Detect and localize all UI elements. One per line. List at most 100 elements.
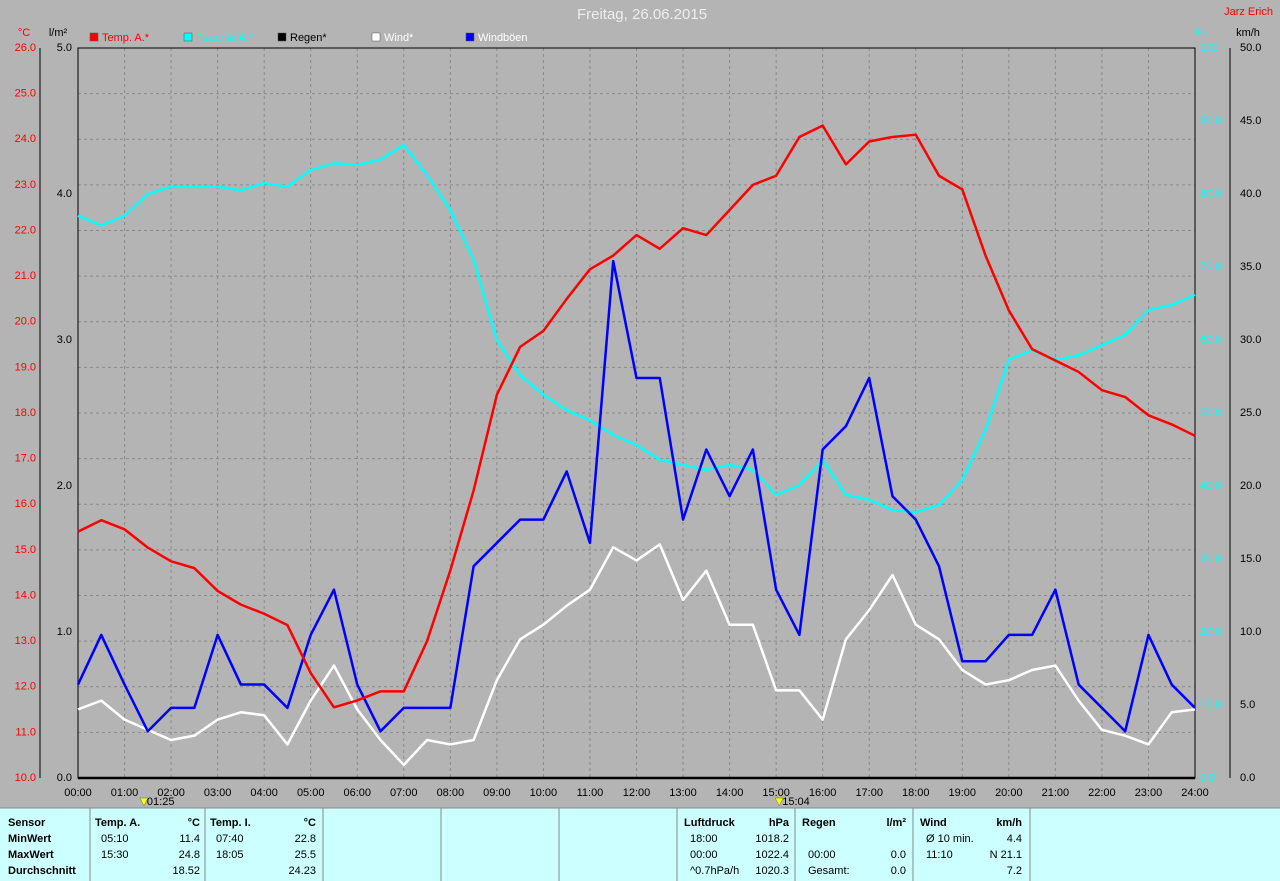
y-tick-label: 50.0 [1240, 42, 1261, 54]
x-tick-label: 15:00 [762, 787, 790, 799]
y-tick-label: 17.0 [15, 453, 36, 465]
y-tick-label: 18.0 [15, 407, 36, 419]
y-tick-label: 4.0 [57, 188, 72, 200]
table-unit: km/h [996, 817, 1022, 829]
x-tick-label: 23:00 [1135, 787, 1163, 799]
table-unit: °C [188, 817, 200, 829]
legend-label: Regen* [290, 32, 327, 44]
cell-time: Ø 10 min. [926, 833, 974, 845]
x-tick-label: 14:00 [716, 787, 744, 799]
table-header: Temp. A. [95, 817, 140, 829]
y-tick-label: 13.0 [15, 635, 36, 647]
row-label: MinWert [8, 833, 52, 845]
cell-time: Gesamt: [808, 865, 850, 877]
legend-swatch [465, 32, 475, 42]
cell-value: 1018.2 [755, 833, 789, 845]
cell-value: 0.0 [891, 865, 906, 877]
table-background [0, 808, 1280, 881]
legend-swatch [89, 32, 99, 42]
y-tick-label: 0.0 [57, 772, 72, 784]
y-tick-label: 25.0 [1240, 407, 1261, 419]
x-tick-label: 19:00 [949, 787, 977, 799]
y-tick-label: 24.0 [15, 133, 36, 145]
x-tick-label: 22:00 [1088, 787, 1116, 799]
chart-title: Freitag, 26.06.2015 [577, 6, 707, 23]
y-tick-label: 3.0 [57, 334, 72, 346]
cell-time: 00:00 [690, 849, 718, 861]
legend-label: Wind* [384, 32, 414, 44]
y-tick-label: 30.0 [1240, 334, 1261, 346]
cell-time: 18:05 [216, 849, 244, 861]
y-tick-label: 35.0 [1240, 261, 1261, 273]
cell-time: 18:00 [690, 833, 718, 845]
x-tick-label: 17:00 [855, 787, 883, 799]
y-tick-label: 22.0 [15, 224, 36, 236]
y-tick-label: 10.0 [1200, 699, 1221, 711]
table-unit: hPa [769, 817, 790, 829]
cell-time: 07:40 [216, 833, 244, 845]
x-tick-label: 18:00 [902, 787, 930, 799]
x-tick-label: 12:00 [623, 787, 651, 799]
y-tick-label: 23.0 [15, 179, 36, 191]
cell-value: N 21.1 [990, 849, 1022, 861]
cell-value: 1022.4 [755, 849, 789, 861]
legend-swatch [277, 32, 287, 42]
cell-time: 05:10 [101, 833, 129, 845]
cell-value: 0.0 [891, 849, 906, 861]
x-tick-label: 10:00 [530, 787, 558, 799]
series-line [77, 124, 1196, 709]
cell-value: 18.52 [172, 865, 200, 877]
x-tick-label: 04:00 [250, 787, 278, 799]
series-line [76, 259, 1196, 733]
marker-label: 15:04 [782, 796, 810, 808]
y-tick-label: 20.0 [15, 316, 36, 328]
author: Jarz Erich [1224, 6, 1273, 18]
cell-value: 1020.3 [755, 865, 789, 877]
cell-value: 4.4 [1007, 833, 1022, 845]
y-tick-label: 15.0 [1240, 553, 1261, 565]
y-tick-label: 10.0 [1240, 626, 1261, 638]
y-tick-label: 0.0 [1240, 772, 1255, 784]
y-tick-label: 2.0 [57, 480, 72, 492]
x-tick-label: 01:00 [111, 787, 139, 799]
series-line [77, 143, 1196, 514]
y-tick-label: 5.0 [57, 42, 72, 54]
y-tick-label: 1.0 [57, 626, 72, 638]
y-tick-label: 26.0 [15, 42, 36, 54]
y-tick-label: 40.0 [1200, 480, 1221, 492]
x-tick-label: 20:00 [995, 787, 1023, 799]
cell-value: 22.8 [295, 833, 316, 845]
marker-label: 01:25 [147, 796, 175, 808]
row-label: Durchschnitt [8, 865, 76, 877]
y-tick-label: 30.0 [1200, 553, 1221, 565]
legend-swatch [371, 32, 381, 42]
axis-unit: °C [18, 27, 30, 39]
axis-unit: km/h [1236, 27, 1260, 39]
cell-value: 25.5 [295, 849, 316, 861]
y-tick-label: 50.0 [1200, 407, 1221, 419]
y-tick-label: 0.0 [1200, 772, 1215, 784]
y-tick-label: 19.0 [15, 361, 36, 373]
y-tick-label: 21.0 [15, 270, 36, 282]
legend-label: Feuchte A.* [196, 32, 254, 44]
x-tick-label: 00:00 [64, 787, 92, 799]
y-tick-label: 16.0 [15, 498, 36, 510]
table-header: Luftdruck [684, 817, 736, 829]
marker [139, 797, 149, 807]
axis-unit: % [1195, 27, 1205, 39]
cell-time: 15:30 [101, 849, 129, 861]
y-tick-label: 80.0 [1200, 188, 1221, 200]
table-header: Sensor [8, 817, 46, 829]
x-tick-label: 16:00 [809, 787, 837, 799]
x-tick-label: 05:00 [297, 787, 325, 799]
cell-value: 24.8 [179, 849, 200, 861]
y-tick-label: 20.0 [1240, 480, 1261, 492]
y-tick-label: 14.0 [15, 589, 36, 601]
x-tick-label: 06:00 [343, 787, 371, 799]
y-tick-label: 100 [1200, 42, 1218, 54]
y-tick-label: 12.0 [15, 681, 36, 693]
x-tick-label: 08:00 [437, 787, 465, 799]
cell-value: 11.4 [179, 833, 200, 845]
legend-swatch [183, 32, 193, 42]
